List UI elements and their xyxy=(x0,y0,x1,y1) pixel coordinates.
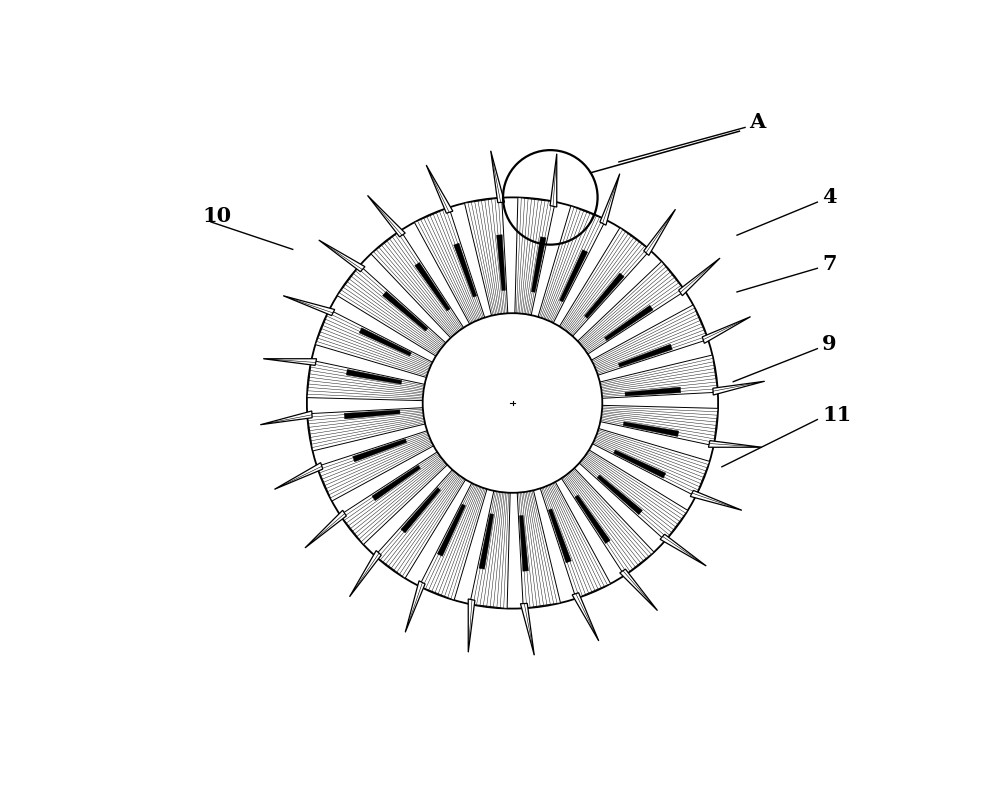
Polygon shape xyxy=(479,514,494,569)
Polygon shape xyxy=(575,495,610,543)
Polygon shape xyxy=(579,450,688,540)
Polygon shape xyxy=(644,209,675,255)
Polygon shape xyxy=(559,227,650,336)
Polygon shape xyxy=(515,197,555,315)
Polygon shape xyxy=(625,387,681,396)
Polygon shape xyxy=(468,599,475,652)
Polygon shape xyxy=(337,266,446,356)
Polygon shape xyxy=(491,151,505,203)
Polygon shape xyxy=(319,240,365,272)
Polygon shape xyxy=(679,258,720,296)
Polygon shape xyxy=(359,328,411,356)
Polygon shape xyxy=(497,235,506,290)
Polygon shape xyxy=(307,408,425,451)
Polygon shape xyxy=(713,381,765,395)
Polygon shape xyxy=(419,483,487,600)
Polygon shape xyxy=(618,344,672,367)
Polygon shape xyxy=(517,490,560,608)
Polygon shape xyxy=(401,488,441,533)
Polygon shape xyxy=(605,306,653,341)
Polygon shape xyxy=(623,422,679,437)
Polygon shape xyxy=(437,504,466,556)
Polygon shape xyxy=(519,516,528,571)
Polygon shape xyxy=(375,470,466,579)
Polygon shape xyxy=(283,296,335,315)
Polygon shape xyxy=(548,509,571,563)
Polygon shape xyxy=(702,317,750,343)
Polygon shape xyxy=(368,196,405,237)
Polygon shape xyxy=(600,355,718,398)
Polygon shape xyxy=(353,439,407,462)
Polygon shape xyxy=(572,593,599,641)
Polygon shape xyxy=(315,310,432,377)
Text: A: A xyxy=(749,112,765,132)
Polygon shape xyxy=(340,452,447,544)
Polygon shape xyxy=(597,475,642,515)
Polygon shape xyxy=(454,243,477,297)
Polygon shape xyxy=(550,154,557,207)
Polygon shape xyxy=(383,291,428,331)
Polygon shape xyxy=(263,359,317,365)
Polygon shape xyxy=(600,405,718,446)
Polygon shape xyxy=(307,360,425,401)
Polygon shape xyxy=(591,305,708,375)
Polygon shape xyxy=(578,262,685,354)
Text: 11: 11 xyxy=(822,405,851,425)
Polygon shape xyxy=(350,551,381,597)
Polygon shape xyxy=(260,411,312,425)
Polygon shape xyxy=(275,463,323,489)
Text: 4: 4 xyxy=(822,188,837,207)
Polygon shape xyxy=(426,165,453,213)
Polygon shape xyxy=(690,491,742,510)
Polygon shape xyxy=(344,410,400,419)
Polygon shape xyxy=(317,431,434,501)
Polygon shape xyxy=(531,237,546,292)
Polygon shape xyxy=(708,440,762,447)
Polygon shape xyxy=(465,198,508,316)
Polygon shape xyxy=(620,569,657,610)
Text: 10: 10 xyxy=(203,207,232,227)
Polygon shape xyxy=(372,465,420,500)
Polygon shape xyxy=(614,450,666,478)
Polygon shape xyxy=(561,468,654,575)
Polygon shape xyxy=(540,482,611,598)
Polygon shape xyxy=(660,534,706,566)
Polygon shape xyxy=(593,429,710,496)
Polygon shape xyxy=(405,581,425,632)
Polygon shape xyxy=(538,206,606,323)
Polygon shape xyxy=(305,510,346,548)
Polygon shape xyxy=(371,231,464,338)
Polygon shape xyxy=(520,603,534,655)
Polygon shape xyxy=(346,369,402,384)
Text: 9: 9 xyxy=(822,334,837,354)
Polygon shape xyxy=(415,263,450,311)
Polygon shape xyxy=(414,207,485,324)
Circle shape xyxy=(423,313,602,493)
Polygon shape xyxy=(600,174,620,225)
Polygon shape xyxy=(584,273,624,318)
Polygon shape xyxy=(470,491,510,609)
Polygon shape xyxy=(559,250,588,302)
Text: 7: 7 xyxy=(822,254,837,274)
